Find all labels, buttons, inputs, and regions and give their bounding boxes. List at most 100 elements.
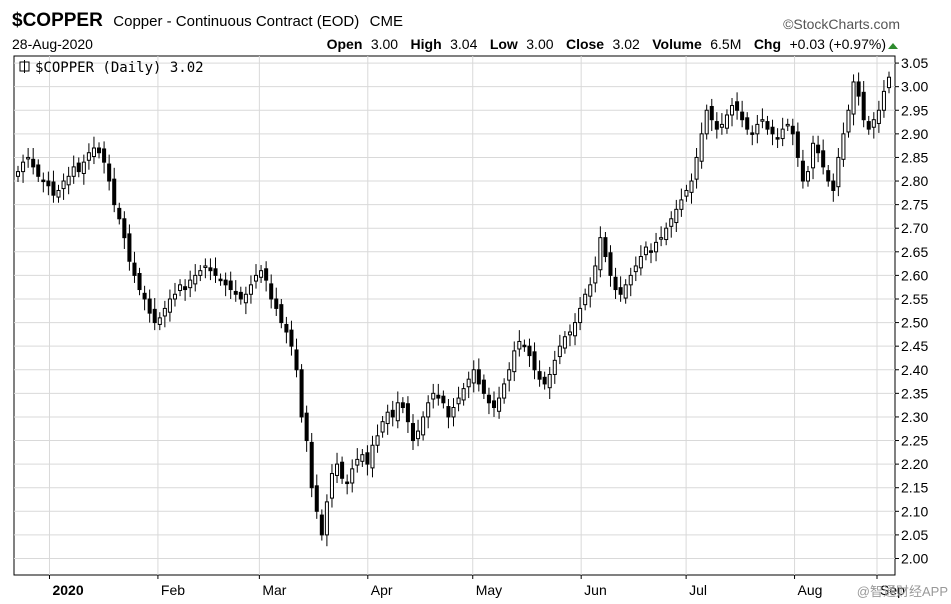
candle-body <box>714 121 719 130</box>
candle-body <box>421 416 426 436</box>
candle-body <box>461 388 466 401</box>
candle-body <box>861 91 866 121</box>
candle-body <box>785 123 790 127</box>
candle-body <box>654 241 659 253</box>
candle-body <box>795 131 800 158</box>
candle-body <box>314 485 319 512</box>
candle-body <box>598 237 603 271</box>
y-axis: 3.05 3.00 2.95 2.90 2.85 2.80 2.75 2.70 2.65 2.60… <box>895 55 928 566</box>
candle-body <box>805 171 810 182</box>
candle-body <box>132 262 137 276</box>
candle-body <box>704 109 709 135</box>
plot-frame <box>13 55 896 576</box>
candle-body <box>208 267 213 272</box>
candle-body <box>395 402 400 422</box>
candle-body <box>567 331 572 336</box>
candle-body <box>91 147 96 157</box>
candle-body <box>552 359 557 375</box>
candle-body <box>659 237 664 240</box>
candle-body <box>355 458 360 466</box>
candle-body <box>157 317 162 325</box>
candle-body <box>36 164 41 177</box>
candle-body <box>410 423 416 442</box>
candle-body <box>618 287 623 295</box>
candle-body <box>851 81 856 115</box>
candle-series <box>15 71 892 547</box>
candle-body <box>886 76 892 89</box>
candle-body <box>750 132 755 135</box>
candle-body <box>269 283 274 300</box>
candle-body <box>451 407 456 418</box>
candle-body <box>821 150 826 168</box>
x-axis: 2020 Feb Mar Apr May Jun Jul Aug Sep <box>48 575 905 598</box>
candle-body <box>117 207 122 220</box>
y-tick-label: 2.85 <box>901 149 928 165</box>
open-value: 3.00 <box>371 36 398 52</box>
candle-body <box>811 142 816 169</box>
y-tick-label: 2.90 <box>901 126 928 142</box>
y-tick-label: 2.60 <box>901 267 928 283</box>
candle-body <box>486 394 491 404</box>
candle-body <box>309 441 314 489</box>
instrument-name: Copper - Continuous Contract (EOD) <box>113 13 359 30</box>
chg-value: +0.03 (+0.97%) <box>789 36 886 52</box>
candle-body <box>218 278 223 282</box>
close-value: 3.02 <box>613 36 640 52</box>
candle-body <box>243 293 248 304</box>
candle-body <box>416 430 421 440</box>
y-tick-label: 2.80 <box>901 173 928 189</box>
candle-body <box>456 397 461 405</box>
candle-body <box>684 189 689 197</box>
candle-body <box>664 227 669 241</box>
candle-body <box>97 147 102 154</box>
candle-body <box>400 402 405 409</box>
candle-body <box>46 180 51 187</box>
candle-body <box>679 199 684 210</box>
candle-body <box>172 293 178 300</box>
candle-body <box>21 161 26 173</box>
candle-body <box>360 454 365 462</box>
candle-body <box>699 133 704 162</box>
candle-body <box>471 369 476 384</box>
candle-body <box>790 125 795 135</box>
candle-body <box>502 383 507 399</box>
candle-body <box>319 514 324 536</box>
candle-body <box>299 369 304 418</box>
candle-body <box>385 411 390 425</box>
candle-body <box>56 189 61 198</box>
candle-body <box>365 452 370 465</box>
candle-body <box>198 270 203 276</box>
candle-body <box>66 175 71 186</box>
x-tick-label: May <box>476 582 502 598</box>
candle-body <box>562 336 567 349</box>
candle-body <box>253 274 259 282</box>
candle-body <box>248 284 253 295</box>
candle-body <box>866 121 871 130</box>
candle-body <box>15 171 21 177</box>
y-tick-label: 2.50 <box>901 315 928 331</box>
open-label: Open <box>327 36 363 52</box>
x-tick-label: 2020 <box>52 582 83 598</box>
x-tick-label: Mar <box>262 582 286 598</box>
candle-body <box>542 376 547 385</box>
candle-body <box>86 152 91 161</box>
candle-body <box>557 345 562 358</box>
candle-body <box>588 284 593 297</box>
y-tick-label: 2.55 <box>901 291 928 307</box>
candle-body <box>71 166 76 177</box>
candle-body <box>264 268 269 281</box>
candle-body <box>476 369 481 385</box>
watermark-text: @智通财经APP <box>857 584 948 599</box>
candle-body <box>831 180 836 191</box>
candle-body <box>213 268 218 276</box>
candle-body <box>167 298 172 313</box>
stockcharts-brand[interactable]: ©StockCharts.com <box>783 16 900 32</box>
candle-body <box>324 501 329 536</box>
candle-body <box>643 246 648 256</box>
candle-body <box>127 233 132 262</box>
candle-body <box>613 276 618 291</box>
candle-body <box>426 402 431 418</box>
candle-body <box>481 379 486 394</box>
x-tick-label: Aug <box>798 582 823 598</box>
candle-body <box>390 409 395 418</box>
